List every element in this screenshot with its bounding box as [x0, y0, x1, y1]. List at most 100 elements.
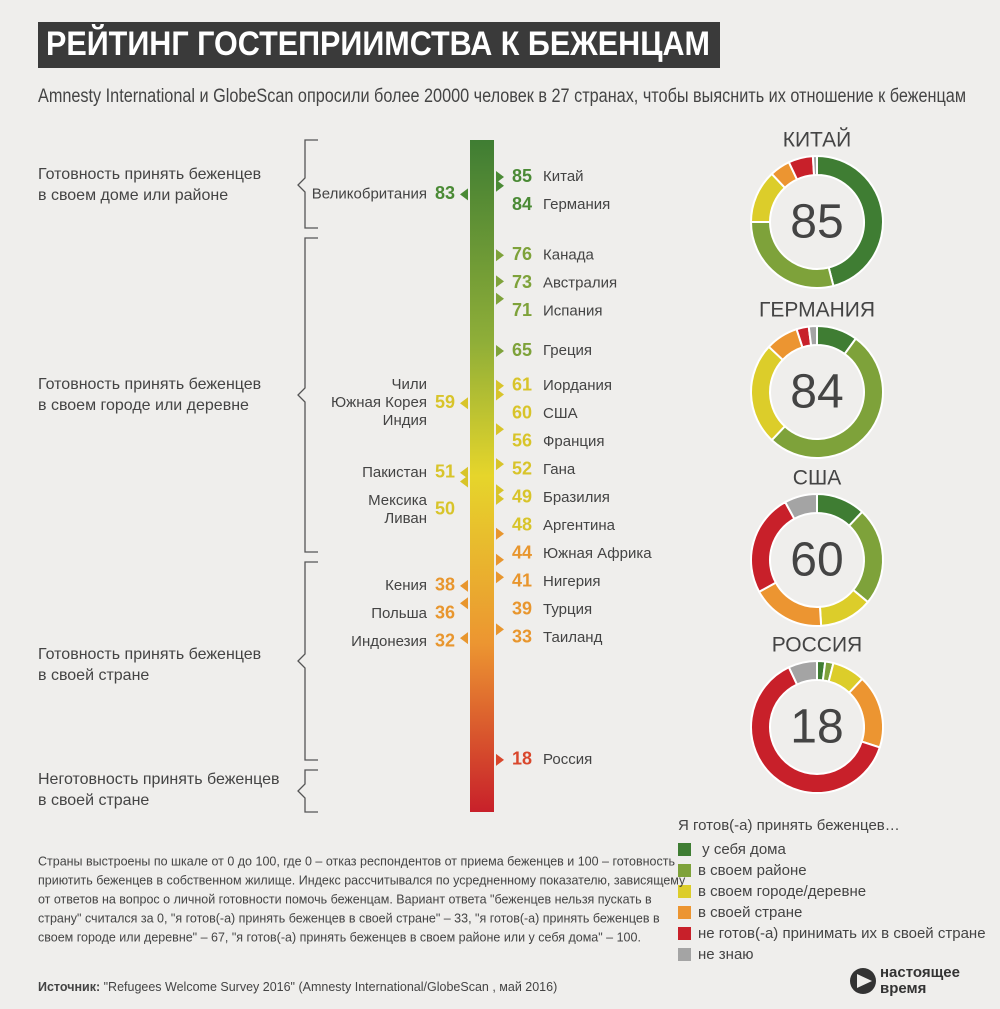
scale-value: 32 — [435, 631, 455, 651]
country-name: Германия — [543, 196, 610, 213]
bracket — [297, 237, 318, 553]
arrow — [496, 492, 504, 505]
arrow — [496, 484, 504, 497]
donuts: КИТАЙ 85 ГЕРМАНИЯ 84 США 60 РОССИЯ 18 — [749, 128, 884, 794]
arrow — [496, 423, 504, 436]
donut-segment — [816, 154, 884, 288]
scale-value: 33 — [512, 627, 532, 647]
scale-value: 85 — [512, 166, 532, 186]
donut-segment — [811, 154, 818, 177]
footnote-line: страну" считался за 0, "я готов(-а) прин… — [38, 911, 660, 925]
scale-value: 39 — [512, 599, 532, 619]
legend-label: у себя дома — [698, 841, 786, 858]
donut-segment — [750, 665, 882, 794]
scale-value: 49 — [512, 487, 532, 507]
donut-segment — [750, 345, 787, 442]
bracket — [297, 561, 318, 761]
scale-value: 71 — [512, 300, 532, 320]
legend-swatch — [678, 885, 691, 898]
legend-label: в своем городе/деревне — [698, 883, 866, 900]
country-name: Канада — [543, 246, 594, 263]
country-name: Ливан — [384, 510, 427, 527]
scale-bar — [470, 140, 494, 812]
logo-line: настоящее — [880, 964, 960, 981]
arrow — [496, 179, 504, 192]
arrow — [496, 388, 504, 401]
scale-value: 60 — [512, 403, 532, 423]
bracket-label: Готовность принять беженцев — [38, 166, 261, 183]
bracket-label: в своей стране — [38, 667, 149, 684]
country-name: Аргентина — [543, 517, 616, 534]
arrow — [496, 379, 504, 392]
logo-line: время — [880, 980, 926, 997]
scale-value: 50 — [435, 499, 455, 519]
country-name: Южная Африка — [543, 545, 652, 562]
donut-segment — [750, 500, 796, 594]
legend-swatch — [678, 927, 691, 940]
bracket — [297, 769, 318, 813]
arrow — [496, 753, 504, 766]
country-name: Южная Корея — [331, 394, 427, 411]
country-name: Турция — [543, 601, 592, 618]
logo-play — [857, 974, 872, 988]
scale-value: 83 — [435, 183, 455, 203]
scale-value: 73 — [512, 272, 532, 292]
legend-swatch — [678, 843, 691, 856]
arrow — [496, 623, 504, 636]
arrow — [460, 597, 468, 610]
country-name: Франция — [543, 433, 604, 450]
bracket — [297, 139, 318, 229]
legend-swatch — [678, 864, 691, 877]
country-name: США — [543, 405, 578, 422]
country-name: Великобритания — [312, 185, 427, 202]
scale-value: 52 — [512, 459, 532, 479]
arrow — [460, 632, 468, 645]
country-name: Иордания — [543, 377, 612, 394]
scale-value: 59 — [435, 392, 455, 412]
source-text: "Refugees Welcome Survey 2016" (Amnesty … — [100, 980, 557, 994]
arrow — [460, 466, 468, 479]
bracket-label: Неготовность принять беженцев — [38, 771, 280, 788]
scale-value: 76 — [512, 244, 532, 264]
footnote-line: от ответов на вопрос о личной готовности… — [38, 892, 652, 906]
country-name: Греция — [543, 342, 592, 359]
scale-value: 41 — [512, 571, 532, 591]
country-name: Кения — [385, 577, 427, 594]
country-name: Испания — [543, 302, 603, 319]
arrow — [460, 397, 468, 410]
arrow — [496, 458, 504, 471]
bracket-labels: Готовность принять беженцев в своем доме … — [38, 166, 280, 809]
arrow — [460, 188, 468, 201]
scale-value: 56 — [512, 431, 532, 451]
country-name: Индия — [383, 412, 427, 429]
donut-segment — [847, 677, 884, 749]
country-name: Гана — [543, 461, 576, 478]
scale-value: 84 — [512, 194, 532, 214]
arrow — [496, 571, 504, 584]
donut-index: 85 — [790, 196, 843, 249]
scale-value: 18 — [512, 749, 532, 769]
scale-value: 36 — [435, 603, 455, 623]
country-name: Индонезия — [351, 633, 427, 650]
footnote-line: Страны выстроены по шкале от 0 до 100, г… — [38, 854, 675, 868]
legend-label: не знаю — [698, 946, 754, 963]
country-name: Мексика — [368, 492, 428, 509]
scale-value: 61 — [512, 375, 532, 395]
legend-title: Я готов(-а) принять беженцев… — [678, 817, 900, 834]
legend-label: в своей стране — [698, 904, 802, 921]
footnote-line: своем городе или деревне" – 67, "я готов… — [38, 930, 641, 944]
bracket-label: в своей стране — [38, 792, 149, 809]
legend: Я готов(-а) принять беженцев… у себя дом… — [678, 817, 986, 963]
country-name: Китай — [543, 168, 584, 185]
donut-segment — [770, 337, 884, 459]
scale-value: 38 — [435, 575, 455, 595]
footnote: Страны выстроены по шкале от 0 до 100, г… — [38, 854, 686, 944]
bracket-label: Готовность принять беженцев — [38, 646, 261, 663]
donut-segment — [757, 581, 823, 627]
donut-segment — [783, 492, 818, 521]
donut-title: США — [793, 467, 841, 490]
donut-segment — [807, 324, 818, 347]
donut-title: РОССИЯ — [772, 634, 862, 657]
arrow — [496, 292, 504, 305]
country-name: Австралия — [543, 274, 617, 291]
